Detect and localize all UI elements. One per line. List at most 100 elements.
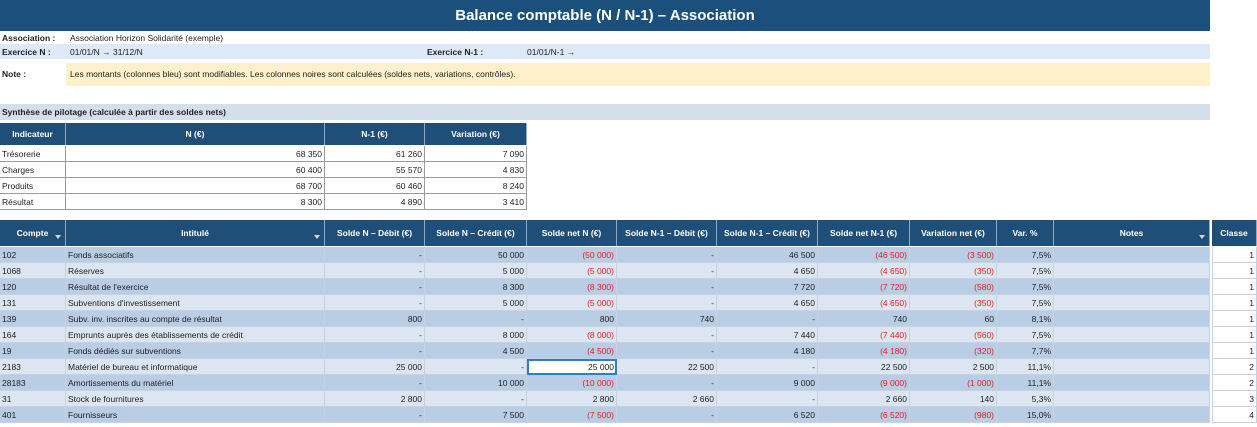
table-cell[interactable]: 4	[1212, 407, 1257, 423]
table-cell[interactable]: 46 500	[717, 247, 818, 263]
table-cell[interactable]: (320)	[910, 343, 997, 359]
table-cell[interactable]: (7 720)	[818, 279, 910, 295]
table-cell[interactable]: 19	[0, 343, 66, 359]
notes-cell[interactable]	[1054, 263, 1210, 279]
table-cell[interactable]: 2	[1212, 375, 1257, 391]
table-cell[interactable]: 4 650	[717, 295, 818, 311]
table-cell[interactable]: (4 650)	[818, 263, 910, 279]
table-cell[interactable]: 11,1%	[997, 359, 1054, 375]
table-cell[interactable]: Fonds dédiés sur subventions	[66, 343, 325, 359]
table-cell[interactable]: -	[717, 311, 818, 327]
table-cell[interactable]: 60	[910, 311, 997, 327]
table-cell[interactable]: -	[325, 263, 425, 279]
table-cell[interactable]: 131	[0, 295, 66, 311]
table-cell[interactable]: (350)	[910, 295, 997, 311]
table-cell[interactable]: (3 500)	[910, 247, 997, 263]
table-cell[interactable]: 740	[818, 311, 910, 327]
table-cell[interactable]: -	[425, 311, 527, 327]
table-cell[interactable]: (980)	[910, 407, 997, 423]
table-cell[interactable]: 140	[910, 391, 997, 407]
table-cell[interactable]: 7 500	[425, 407, 527, 423]
table-cell[interactable]: 120	[0, 279, 66, 295]
notes-cell[interactable]	[1054, 375, 1210, 391]
table-cell[interactable]: 25 000	[325, 359, 425, 375]
table-cell[interactable]: 7 720	[717, 279, 818, 295]
table-cell[interactable]: Emprunts auprès des établissements de cr…	[66, 327, 325, 343]
notes-cell[interactable]	[1054, 359, 1210, 375]
table-cell[interactable]: (7 500)	[527, 407, 617, 423]
table-cell[interactable]: -	[425, 359, 527, 375]
table-cell[interactable]: 1	[1212, 263, 1257, 279]
table-cell[interactable]: (4 180)	[818, 343, 910, 359]
table-cell[interactable]: Résultat de l'exercice	[66, 279, 325, 295]
table-cell[interactable]: 28183	[0, 375, 66, 391]
notes-cell[interactable]	[1054, 279, 1210, 295]
table-cell[interactable]: 4 650	[717, 263, 818, 279]
table-cell[interactable]: -	[617, 279, 717, 295]
table-cell[interactable]: -	[617, 343, 717, 359]
table-cell[interactable]: -	[717, 359, 818, 375]
table-cell[interactable]: 139	[0, 311, 66, 327]
table-cell[interactable]: (46 500)	[818, 247, 910, 263]
table-cell[interactable]: 8 000	[425, 327, 527, 343]
table-cell[interactable]: 7,5%	[997, 263, 1054, 279]
table-cell[interactable]: 8 300	[425, 279, 527, 295]
table-cell[interactable]: 2183	[0, 359, 66, 375]
column-header[interactable]: Intitulé	[66, 220, 325, 246]
table-cell[interactable]: Stock de fournitures	[66, 391, 325, 407]
table-cell[interactable]: -	[325, 375, 425, 391]
table-cell[interactable]: (6 520)	[818, 407, 910, 423]
table-cell[interactable]: 10 000	[425, 375, 527, 391]
column-header[interactable]: Compte	[0, 220, 66, 246]
table-cell[interactable]: 7,5%	[997, 327, 1054, 343]
table-cell[interactable]: 15,0%	[997, 407, 1054, 423]
table-cell[interactable]: (560)	[910, 327, 997, 343]
table-cell[interactable]: 22 500	[818, 359, 910, 375]
table-cell[interactable]: (7 440)	[818, 327, 910, 343]
table-cell[interactable]: 31	[0, 391, 66, 407]
notes-cell[interactable]	[1054, 327, 1210, 343]
table-cell[interactable]: 1	[1212, 247, 1257, 263]
table-cell[interactable]: 7 440	[717, 327, 818, 343]
table-cell[interactable]: 22 500	[617, 359, 717, 375]
table-cell[interactable]: 7,7%	[997, 343, 1054, 359]
table-cell[interactable]: (5 000)	[527, 263, 617, 279]
table-cell[interactable]: Subv. inv. inscrites au compte de résult…	[66, 311, 325, 327]
table-cell[interactable]: -	[325, 407, 425, 423]
table-cell[interactable]: -	[717, 391, 818, 407]
table-cell[interactable]: -	[617, 327, 717, 343]
table-cell[interactable]: -	[617, 375, 717, 391]
table-cell[interactable]: (10 000)	[527, 375, 617, 391]
notes-cell[interactable]	[1054, 311, 1210, 327]
table-cell[interactable]: 7,5%	[997, 279, 1054, 295]
table-cell[interactable]: 2 800	[527, 391, 617, 407]
table-cell[interactable]: 740	[617, 311, 717, 327]
table-cell[interactable]: 7,5%	[997, 247, 1054, 263]
notes-cell[interactable]	[1054, 407, 1210, 423]
table-cell[interactable]: (9 000)	[818, 375, 910, 391]
table-cell[interactable]: 2 660	[617, 391, 717, 407]
table-cell[interactable]: (8 300)	[527, 279, 617, 295]
table-cell[interactable]: 4 180	[717, 343, 818, 359]
table-cell[interactable]: 1	[1212, 295, 1257, 311]
table-cell[interactable]: 5,3%	[997, 391, 1054, 407]
table-cell[interactable]: (350)	[910, 263, 997, 279]
table-cell[interactable]: 2 500	[910, 359, 997, 375]
table-cell[interactable]: 1	[1212, 311, 1257, 327]
table-cell[interactable]: 25 000	[527, 359, 617, 375]
table-cell[interactable]: (4 500)	[527, 343, 617, 359]
table-cell[interactable]: 7,5%	[997, 295, 1054, 311]
table-cell[interactable]: (1 000)	[910, 375, 997, 391]
table-cell[interactable]: -	[425, 391, 527, 407]
table-cell[interactable]: 11,1%	[997, 375, 1054, 391]
table-cell[interactable]: 2 800	[325, 391, 425, 407]
table-cell[interactable]: Fournisseurs	[66, 407, 325, 423]
table-cell[interactable]: (8 000)	[527, 327, 617, 343]
table-cell[interactable]: -	[325, 279, 425, 295]
table-cell[interactable]: 2 660	[818, 391, 910, 407]
table-cell[interactable]: -	[325, 295, 425, 311]
table-cell[interactable]: Subventions d'investissement	[66, 295, 325, 311]
table-cell[interactable]: 800	[527, 311, 617, 327]
table-cell[interactable]: 2	[1212, 359, 1257, 375]
table-cell[interactable]: -	[325, 327, 425, 343]
